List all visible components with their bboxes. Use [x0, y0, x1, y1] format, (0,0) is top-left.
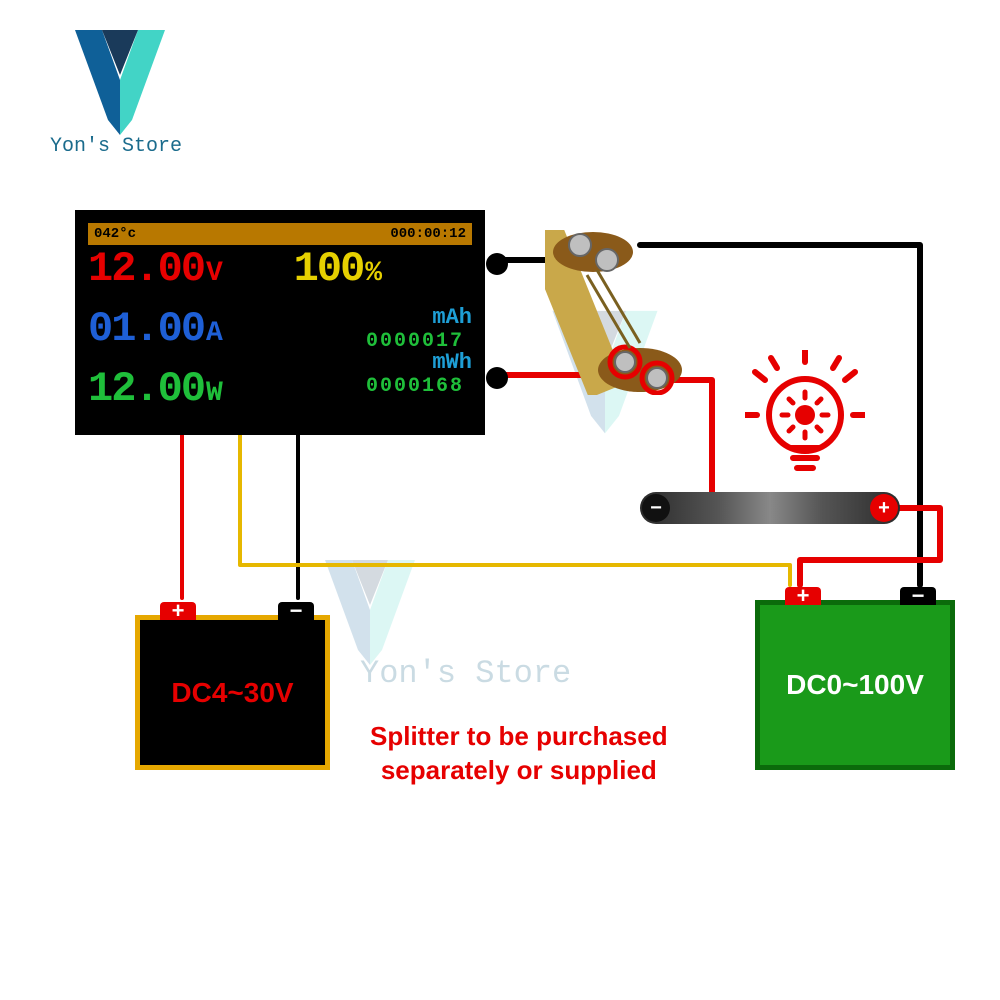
shunt-resistor	[545, 230, 690, 395]
battery-large-label: DC0~100V	[786, 669, 924, 701]
load-positive-terminal: +	[870, 494, 898, 522]
mwh-label: mWh	[294, 350, 472, 375]
lightbulb-icon	[745, 350, 865, 490]
battery-small: + − DC4~30V	[135, 615, 330, 770]
battery-small-negative: −	[278, 602, 314, 620]
power-value: 12.00	[88, 365, 204, 413]
current-value: 01.00	[88, 305, 204, 353]
brand-name: Yon's Store	[50, 135, 182, 158]
splitter-note: Splitter to be purchased separately or s…	[370, 720, 668, 788]
load-bar: − +	[640, 492, 900, 524]
mah-label: mAh	[294, 305, 472, 330]
multimeter-display: 042°c 000:00:12 12.00 V 01.00 A 12.00 W …	[75, 210, 485, 435]
meter-timer: 000:00:12	[390, 226, 466, 242]
battery-large-positive: +	[785, 587, 821, 605]
current-unit: A	[206, 318, 223, 349]
watermark-text: Yon's Store	[360, 655, 571, 692]
meter-terminal-2	[486, 367, 508, 389]
percent-unit: %	[365, 258, 382, 289]
battery-large-negative: −	[900, 587, 936, 605]
meter-header: 042°c 000:00:12	[88, 223, 472, 245]
load-negative-terminal: −	[642, 494, 670, 522]
percent-value: 100	[294, 245, 364, 293]
note-line2: separately or supplied	[370, 754, 668, 788]
voltage-unit: V	[206, 258, 223, 289]
mwh-value: 0000168	[294, 375, 472, 398]
battery-small-label: DC4~30V	[171, 677, 293, 709]
note-line1: Splitter to be purchased	[370, 720, 668, 754]
voltage-value: 12.00	[88, 245, 204, 293]
battery-large: + − DC0~100V	[755, 600, 955, 770]
meter-temperature: 042°c	[94, 226, 136, 242]
brand-logo	[60, 30, 180, 150]
power-unit: W	[206, 378, 223, 409]
meter-terminal-1	[486, 253, 508, 275]
battery-small-positive: +	[160, 602, 196, 620]
